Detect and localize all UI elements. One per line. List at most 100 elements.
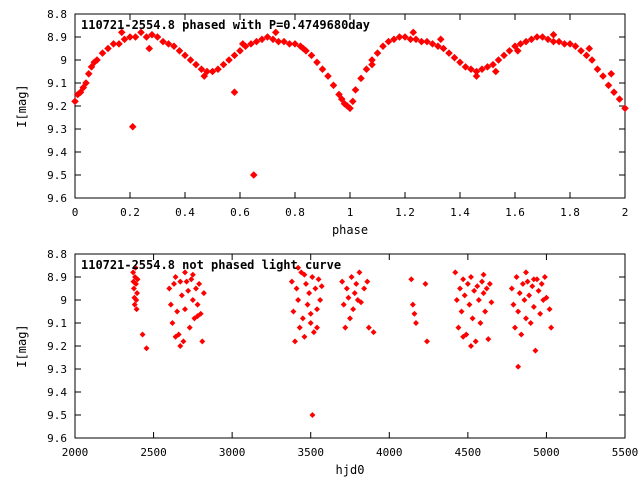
unphased-data-point [472, 338, 479, 345]
phased-y-ticks: 8.8 8.9 9 9.1 9.2 9.3 9.4 9.5 9.6 [47, 8, 625, 205]
phased-data-point [329, 81, 338, 90]
phased-data-point [483, 63, 492, 71]
unphased-data-point [351, 290, 358, 297]
phased-data-point [181, 51, 189, 60]
phased-data-point [588, 56, 596, 64]
unphased-chart-title: 110721-2554.8 not phased light curve [81, 258, 341, 272]
phased-data-point [593, 65, 602, 73]
phased-data-point [82, 79, 90, 87]
phased-data-point [238, 40, 247, 48]
phased-data-point [434, 42, 442, 50]
unphased-data-point [133, 280, 139, 287]
unphased-data-point [358, 299, 364, 306]
unphased-x-tick-label: 5500 [612, 446, 639, 459]
unphased-y-tick-label: 9 [60, 294, 67, 307]
phased-data-point [571, 42, 580, 50]
unphased-data-point [482, 308, 489, 315]
unphased-data-point [340, 301, 347, 308]
unphased-data-point [301, 333, 308, 340]
phased-x-tick-label: 1.6 [505, 206, 525, 219]
phased-y-tick-label: 9.4 [47, 146, 67, 159]
phased-y-tick-label: 8.8 [47, 8, 67, 21]
phased-data-point [76, 88, 85, 96]
unphased-data-points [130, 264, 555, 418]
unphased-data-point [133, 306, 140, 313]
unphased-data-point [200, 290, 207, 297]
unphased-data-point [310, 329, 317, 336]
phased-x-tick-label: 2 [622, 206, 629, 219]
unphased-data-point [530, 303, 537, 310]
unphased-data-point [510, 301, 517, 308]
unphased-x-axis-label: hjd0 [336, 463, 365, 477]
unphased-data-point [480, 271, 487, 278]
phased-data-point [337, 95, 346, 103]
phased-y-tick-label: 9.1 [47, 77, 67, 90]
unphased-light-curve-panel: 8.8 8.9 9 9.1 9.2 9.3 9.4 9.5 9.6 2000 2500 3000 35… [15, 248, 638, 477]
phased-data-point [258, 35, 266, 44]
phased-data-point [192, 60, 200, 69]
unphased-data-point [342, 324, 349, 331]
unphased-data-point [486, 280, 493, 287]
unphased-data-point [314, 324, 320, 331]
unphased-data-point [508, 285, 515, 292]
phased-data-point [346, 104, 354, 113]
unphased-data-point [169, 320, 176, 326]
unphased-data-point [188, 276, 195, 283]
phased-data-point [368, 60, 376, 69]
unphased-data-point [134, 290, 141, 297]
unphased-data-point [167, 301, 174, 308]
unphased-data-point [177, 278, 184, 285]
phased-data-point [274, 37, 283, 46]
phased-data-point [280, 37, 288, 46]
phased-data-point [324, 72, 332, 80]
phased-data-point [436, 35, 445, 44]
phased-data-point [126, 33, 134, 41]
unphased-data-point [143, 345, 150, 352]
unphased-data-point [199, 338, 206, 345]
unphased-data-point [530, 276, 537, 283]
phased-data-point [604, 81, 613, 90]
unphased-y-tick-label: 9.6 [47, 432, 67, 445]
phased-data-point [621, 104, 629, 113]
unphased-y-tick-label: 9.4 [47, 386, 67, 399]
phased-data-point [461, 63, 470, 71]
unphased-data-point [512, 324, 518, 331]
phased-data-point [610, 88, 618, 96]
unphased-data-point [475, 297, 482, 303]
phased-data-points [71, 28, 629, 179]
phased-data-point [269, 35, 277, 44]
phased-data-point [505, 47, 514, 55]
phased-data-point [285, 40, 294, 48]
unphased-data-point [538, 280, 545, 287]
phased-data-point [71, 97, 79, 106]
phased-data-point [128, 122, 137, 131]
phased-data-point [478, 65, 486, 73]
phased-chart-title: 110721-2554.8 phased with P=0.4749680day [81, 18, 370, 32]
unphased-data-point [304, 301, 311, 308]
unphased-data-point [411, 310, 418, 317]
phased-data-point [249, 171, 258, 179]
unphased-data-point [175, 331, 182, 338]
phased-data-point [423, 37, 431, 46]
phased-data-point [406, 35, 415, 44]
phased-data-point [607, 70, 616, 78]
phased-data-point [148, 30, 156, 39]
unphased-data-point [288, 278, 295, 285]
unphased-data-point [196, 280, 203, 287]
phased-data-point [197, 65, 206, 73]
phased-data-point [450, 53, 459, 62]
unphased-data-point [307, 320, 314, 326]
phased-data-point [467, 65, 475, 73]
unphased-x-tick-label: 2000 [62, 446, 89, 459]
phased-data-point [544, 35, 552, 44]
phased-data-point [445, 49, 453, 57]
unphased-data-point [353, 280, 360, 287]
unphased-data-point [185, 287, 192, 294]
unphased-data-point [540, 297, 547, 303]
phased-data-point [109, 40, 118, 48]
phased-x-tick-label: 1.2 [395, 206, 415, 219]
phased-data-point [390, 35, 398, 44]
phased-data-point [409, 28, 418, 37]
unphased-data-point [515, 363, 522, 370]
